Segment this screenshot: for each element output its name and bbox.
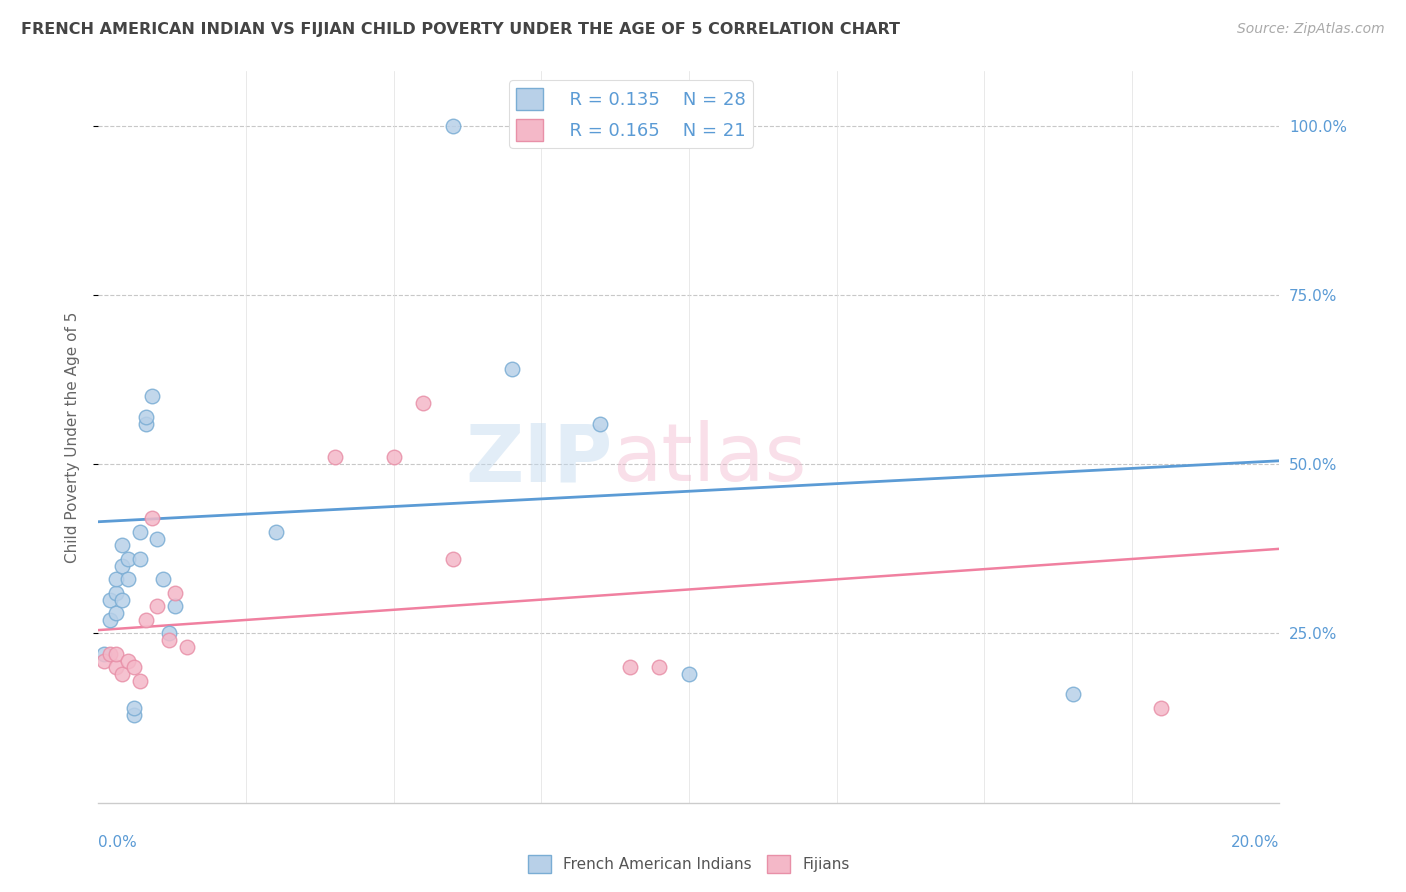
Point [111, 667, 134, 681]
Point [619, 660, 641, 674]
Point [146, 599, 169, 614]
Text: 0.0%: 0.0% [98, 836, 138, 850]
Point [135, 613, 157, 627]
Point [412, 396, 434, 410]
Point [117, 572, 139, 586]
Point [1150, 701, 1173, 715]
Text: Source: ZipAtlas.com: Source: ZipAtlas.com [1237, 22, 1385, 37]
Point [141, 389, 163, 403]
Point [165, 599, 187, 614]
Point [441, 552, 464, 566]
Point [382, 450, 405, 465]
Point [264, 524, 287, 539]
Point [323, 450, 346, 465]
Point [141, 511, 163, 525]
Point [1062, 688, 1084, 702]
Text: 20.0%: 20.0% [1232, 836, 1279, 850]
Point [111, 592, 134, 607]
Point [105, 606, 128, 620]
Point [122, 660, 145, 674]
Point [105, 647, 128, 661]
Point [128, 552, 150, 566]
Point [157, 633, 180, 648]
Point [105, 572, 128, 586]
Point [165, 586, 187, 600]
Text: FRENCH AMERICAN INDIAN VS FIJIAN CHILD POVERTY UNDER THE AGE OF 5 CORRELATION CH: FRENCH AMERICAN INDIAN VS FIJIAN CHILD P… [21, 22, 900, 37]
Point [98, 647, 121, 661]
Point [441, 119, 464, 133]
Point [501, 362, 523, 376]
Point [135, 417, 157, 431]
Point [589, 417, 612, 431]
Point [117, 552, 139, 566]
Point [648, 660, 671, 674]
Text: ZIP: ZIP [465, 420, 612, 498]
Point [146, 532, 169, 546]
Point [105, 586, 128, 600]
Point [98, 592, 121, 607]
Point [93, 647, 115, 661]
Point [105, 660, 128, 674]
Text: atlas: atlas [612, 420, 807, 498]
Point [152, 572, 174, 586]
Point [678, 667, 700, 681]
Point [93, 654, 115, 668]
Y-axis label: Child Poverty Under the Age of 5: Child Poverty Under the Age of 5 [65, 311, 80, 563]
Point [135, 409, 157, 424]
Point [157, 626, 180, 640]
Point [122, 707, 145, 722]
Point [122, 701, 145, 715]
Point [128, 524, 150, 539]
Point [117, 654, 139, 668]
Point [111, 558, 134, 573]
Point [111, 538, 134, 552]
Legend: French American Indians, Fijians: French American Indians, Fijians [522, 848, 856, 880]
Point [98, 613, 121, 627]
Point [128, 673, 150, 688]
Point [176, 640, 198, 654]
